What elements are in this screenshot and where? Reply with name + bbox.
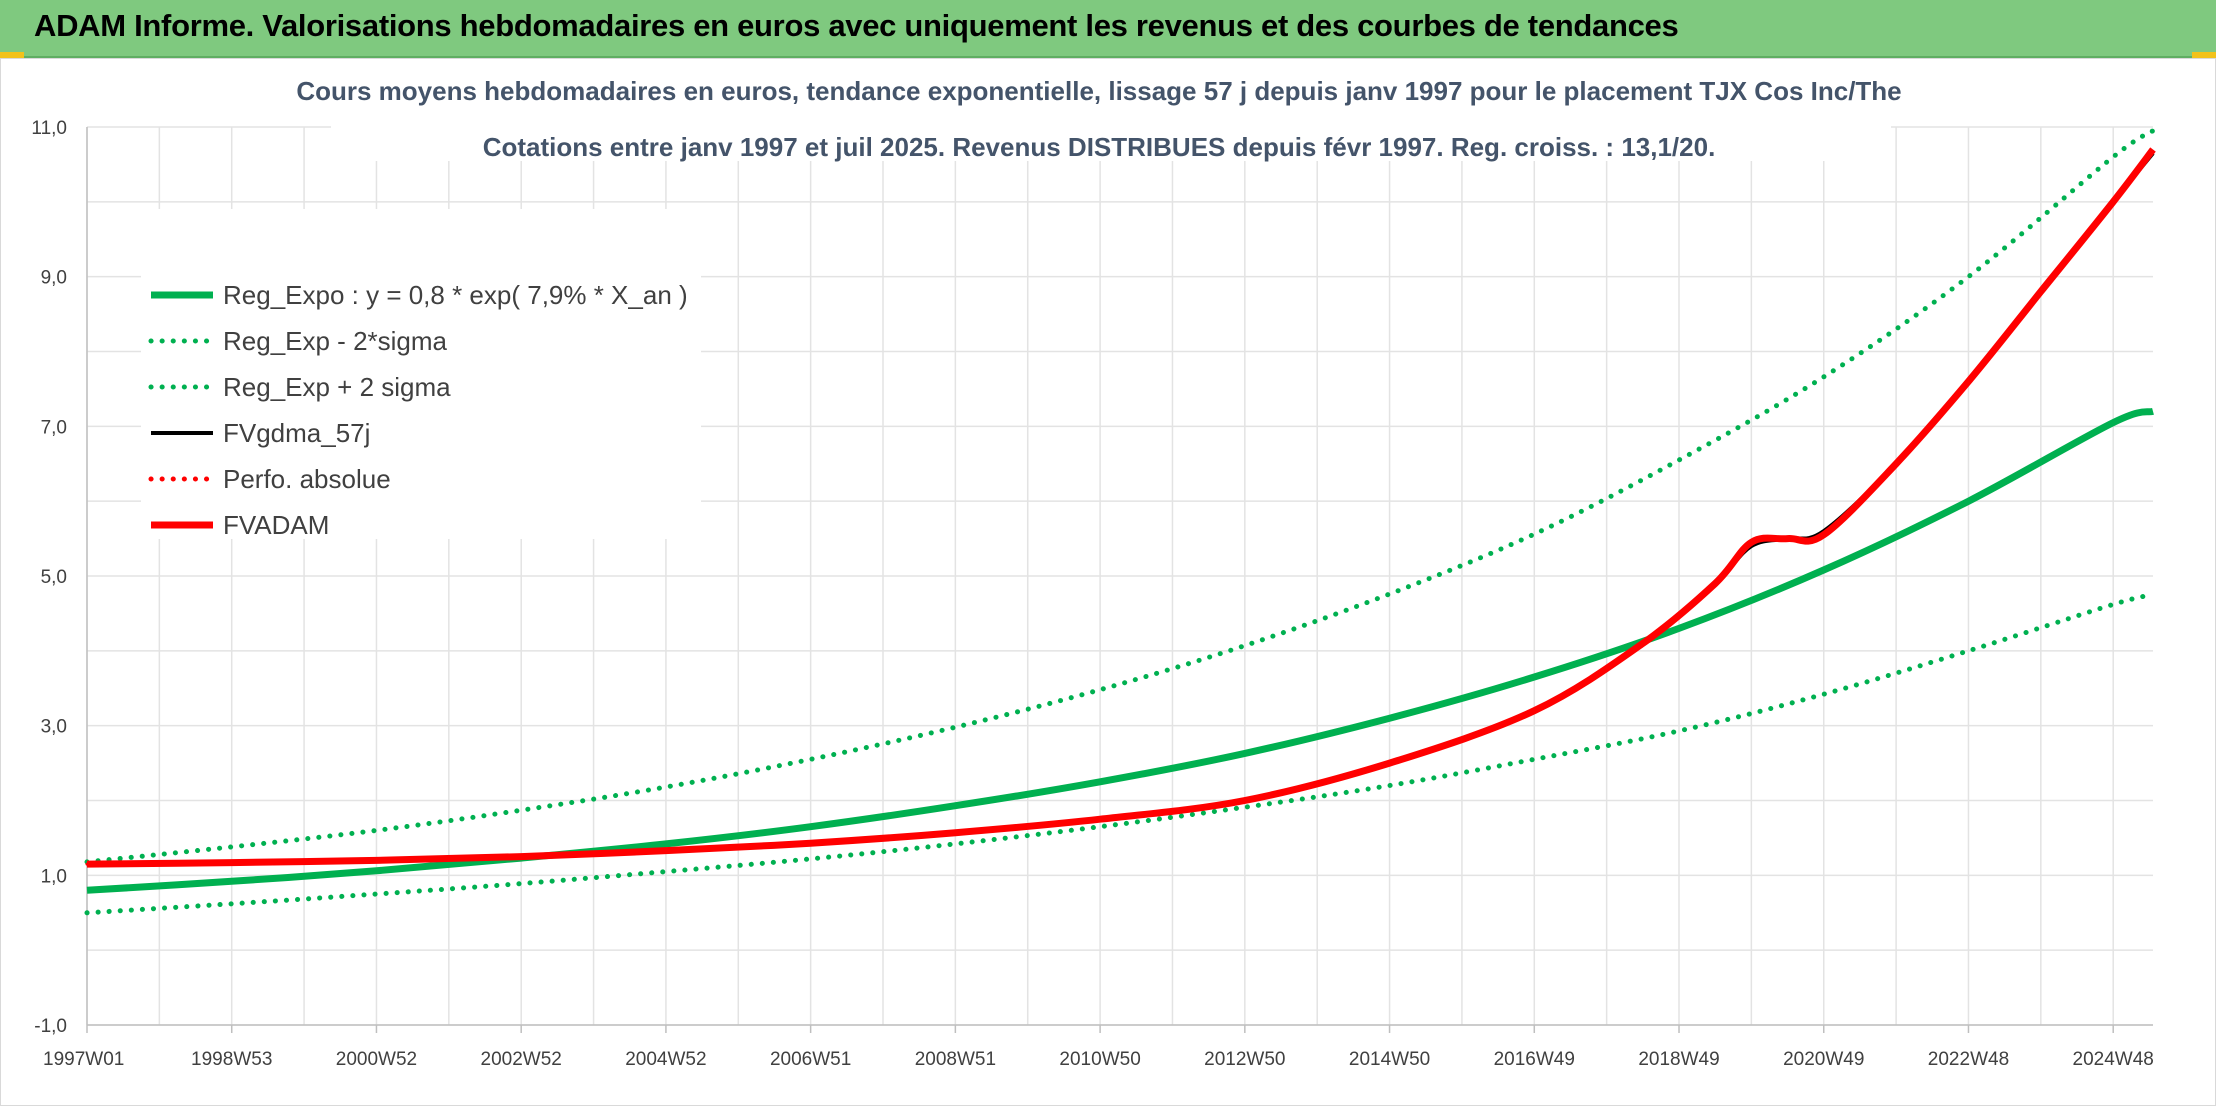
- legend-background: [141, 209, 701, 539]
- legend-label: Perfo. absolue: [223, 464, 391, 494]
- x-tick-label: 1997W01: [43, 1049, 124, 1070]
- legend-label: Reg_Expo : y = 0,8 * exp( 7,9% * X_an ): [223, 280, 688, 310]
- legend-label: Reg_Exp - 2*sigma: [223, 326, 448, 356]
- report-banner: ADAM Informe. Valorisations hebdomadaire…: [0, 0, 2216, 58]
- corner-marker-right: [2192, 52, 2216, 60]
- y-tick-label: 9,0: [41, 268, 67, 289]
- axis-labels: -1,0 1,0 3,0 5,0 7,0 9,0 11,0 1997W01 1998W53 200…: [31, 118, 2153, 1070]
- x-tick-label: 2012W50: [1204, 1049, 1285, 1070]
- y-tick-label: 5,0: [41, 567, 67, 588]
- series-line-3: [84, 128, 2156, 865]
- line-chart: -1,0 1,0 3,0 5,0 7,0 9,0 11,0 1997W01 1998W53 200…: [31, 65, 2156, 1070]
- x-tick-label: 2006W51: [770, 1049, 851, 1070]
- x-tick-label: 2014W50: [1349, 1049, 1430, 1070]
- legend-label: FVgdma_57j: [223, 418, 370, 448]
- x-tick-label: 2008W51: [915, 1049, 996, 1070]
- title-background: [331, 65, 1891, 161]
- x-tick-label: 2004W52: [625, 1049, 706, 1070]
- legend-label: Reg_Exp + 2 sigma: [223, 372, 451, 402]
- chart-title-line-1: Cours moyens hebdomadaires en euros, ten…: [296, 76, 1901, 106]
- chart-title-line-2: Cotations entre janv 1997 et juil 2025. …: [483, 132, 1716, 162]
- corner-marker-left: [0, 52, 24, 60]
- chart-title-block: Cours moyens hebdomadaires en euros, ten…: [296, 65, 1902, 162]
- series-line-6: [86, 147, 2156, 868]
- legend: Reg_Expo : y = 0,8 * exp( 7,9% * X_an ) R…: [141, 209, 701, 540]
- legend-label: FVADAM: [223, 510, 329, 540]
- y-tick-label: 11,0: [31, 118, 67, 139]
- x-tick-label: 2016W49: [1494, 1049, 1575, 1070]
- x-tick-label: 2018W49: [1638, 1049, 1719, 1070]
- chart-area: -1,0 1,0 3,0 5,0 7,0 9,0 11,0 1997W01 1998W53 200…: [0, 58, 2216, 1106]
- y-tick-label: 1,0: [41, 866, 67, 887]
- series-lines: [84, 128, 2156, 916]
- series-line-2: [84, 592, 2156, 916]
- x-tick-label: 2020W49: [1783, 1049, 1864, 1070]
- y-tick-label: -1,0: [34, 1016, 67, 1037]
- y-tick-label: 7,0: [41, 417, 67, 438]
- x-tick-label: 2002W52: [481, 1049, 562, 1070]
- series-line-1: [86, 407, 2154, 894]
- x-tick-label: 2024W48: [2073, 1049, 2154, 1070]
- x-tick-label: 2010W50: [1059, 1049, 1140, 1070]
- report-title: ADAM Informe. Valorisations hebdomadaire…: [34, 8, 1679, 43]
- x-tick-label: 2000W52: [336, 1049, 417, 1070]
- x-tick-label: 2022W48: [1928, 1049, 2009, 1070]
- y-tick-label: 3,0: [41, 717, 67, 738]
- x-tick-label: 1998W53: [191, 1049, 272, 1070]
